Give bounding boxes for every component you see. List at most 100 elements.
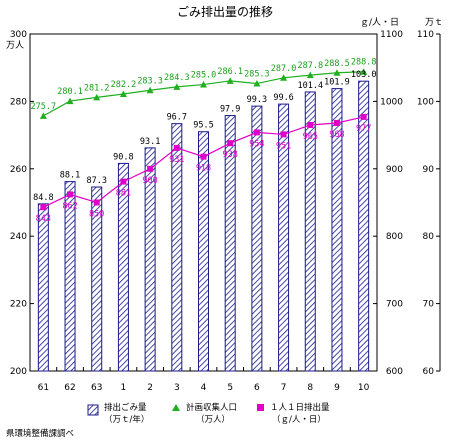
bar-value-label: 88.1 — [60, 171, 80, 181]
population-value-label: 285.0 — [191, 71, 217, 81]
left-axis-tick-label: 240 — [10, 232, 27, 242]
per-capita-value-label: 965 — [303, 132, 318, 142]
per-capita-marker — [93, 199, 100, 206]
legend-bar-swatch — [87, 404, 99, 416]
population-marker — [173, 83, 181, 90]
bar — [358, 80, 370, 372]
bar-value-label: 101.4 — [297, 81, 323, 91]
bar-value-label: 93.1 — [140, 137, 160, 147]
population-marker — [333, 69, 341, 76]
x-axis-tick-label: 63 — [91, 383, 102, 393]
right-inner-axis-tick-label: 1100 — [380, 30, 403, 40]
left-axis-tick-label: 200 — [10, 367, 27, 377]
bar — [224, 115, 236, 372]
x-axis-tick-label: 62 — [64, 383, 75, 393]
population-marker — [66, 97, 74, 105]
bar — [64, 181, 76, 372]
population-value-label: 287.8 — [297, 61, 323, 71]
x-axis-tick-label: 10 — [358, 383, 370, 393]
chart-title: ごみ排出量の推移 — [177, 4, 273, 19]
per-capita-marker — [253, 129, 260, 136]
per-capita-value-label: 968 — [329, 130, 344, 140]
population-marker — [119, 90, 127, 97]
right-outer-axis-unit: 万ｔ — [425, 18, 443, 28]
right-inner-axis-tick-label: 800 — [386, 232, 403, 242]
population-value-label: 287.0 — [271, 64, 297, 74]
population-marker — [39, 112, 47, 119]
right-outer-axis-tick-label: 80 — [423, 232, 435, 242]
bar — [304, 91, 316, 372]
legend-per-capita-swatch — [257, 404, 264, 411]
data-labels: 84.8 88.1 87.3 90.8 93.1 96.7 95.5 97.9 99.3 99.6… — [31, 58, 377, 224]
bar-value-label: 96.7 — [167, 113, 187, 123]
population-marker — [280, 74, 288, 81]
x-axis-tick-label: 5 — [227, 383, 233, 393]
legend-population-label: 計画収集人口 — [186, 402, 237, 413]
per-capita-value-label: 900 — [142, 176, 157, 186]
bar — [37, 203, 49, 372]
population-value-label: 286.1 — [217, 67, 243, 77]
population-value-label: 281.2 — [84, 83, 110, 93]
per-capita-value-label: 862 — [62, 201, 77, 211]
per-capita-marker — [173, 144, 180, 151]
population-marker — [306, 71, 314, 79]
population-marker — [253, 80, 261, 87]
x-axis-tick-label: 4 — [201, 383, 207, 393]
legend-per-capita-unit: （ｇ/人・日） — [272, 414, 326, 425]
population-marker — [93, 93, 101, 101]
axes: 2002202402602803006007008009001000110060… — [10, 30, 441, 393]
right-inner-axis-tick-label: 700 — [386, 300, 403, 310]
bar-value-label: 99.3 — [247, 95, 267, 105]
per-capita-value-label: 954 — [249, 139, 264, 149]
per-capita-marker — [200, 153, 207, 160]
bar — [331, 88, 343, 372]
right-inner-axis-tick-label: 900 — [386, 165, 403, 175]
source-note: 県環境整備課調べ — [6, 428, 74, 439]
x-axis-tick-label: 2 — [147, 383, 153, 393]
x-axis-tick-label: 9 — [334, 383, 340, 393]
bar-value-label: 99.6 — [273, 93, 293, 103]
per-capita-marker — [67, 191, 74, 198]
bar — [171, 123, 183, 372]
left-axis-tick-label: 260 — [10, 165, 27, 175]
left-axis-tick-label: 280 — [10, 97, 27, 107]
left-axis-tick-label: 300 — [10, 30, 27, 40]
population-marker — [360, 68, 368, 75]
per-capita-value-label: 881 — [116, 189, 131, 199]
bar-value-label: 103.0 — [351, 70, 377, 80]
x-axis-tick-label: 1 — [121, 383, 127, 393]
per-capita-value-label: 931 — [169, 155, 184, 165]
legend: 排出ごみ量（万ｔ/年） 計画収集人口（万人） １人１日排出量（ｇ/人・日） — [87, 402, 330, 425]
legend-bar-label: 排出ごみ量 — [104, 402, 147, 413]
right-outer-axis-tick-label: 100 — [417, 97, 434, 107]
per-capita-marker — [280, 131, 287, 138]
population-value-label: 282.2 — [111, 80, 137, 90]
bar — [198, 131, 209, 372]
x-axis-tick-label: 8 — [307, 383, 313, 393]
bar-value-label: 101.9 — [324, 78, 350, 88]
per-capita-value-label: 951 — [276, 141, 291, 151]
left-axis-unit: 万人 — [6, 40, 24, 51]
population-marker — [146, 86, 154, 94]
population-value-label: 284.3 — [164, 73, 190, 83]
bar — [91, 186, 103, 372]
population-value-label: 275.7 — [31, 102, 57, 112]
population-value-label: 283.3 — [137, 76, 163, 86]
right-outer-axis-tick-label: 60 — [423, 367, 435, 377]
population-marker — [226, 77, 234, 84]
per-capita-marker — [227, 140, 234, 147]
population-value-label: 280.1 — [57, 87, 83, 97]
bar — [117, 162, 129, 372]
right-inner-axis-tick-label: 1000 — [380, 97, 403, 107]
legend-population-unit: （万人） — [196, 414, 230, 425]
right-inner-axis-unit: ｇ/人・日 — [360, 17, 399, 28]
right-outer-axis-tick-label: 110 — [417, 30, 434, 40]
right-outer-axis-tick-label: 70 — [423, 300, 435, 310]
legend-population-swatch — [172, 404, 180, 411]
per-capita-marker — [307, 121, 314, 128]
bars — [37, 80, 370, 372]
population-value-label: 288.8 — [351, 58, 377, 68]
per-capita-marker — [147, 165, 154, 172]
